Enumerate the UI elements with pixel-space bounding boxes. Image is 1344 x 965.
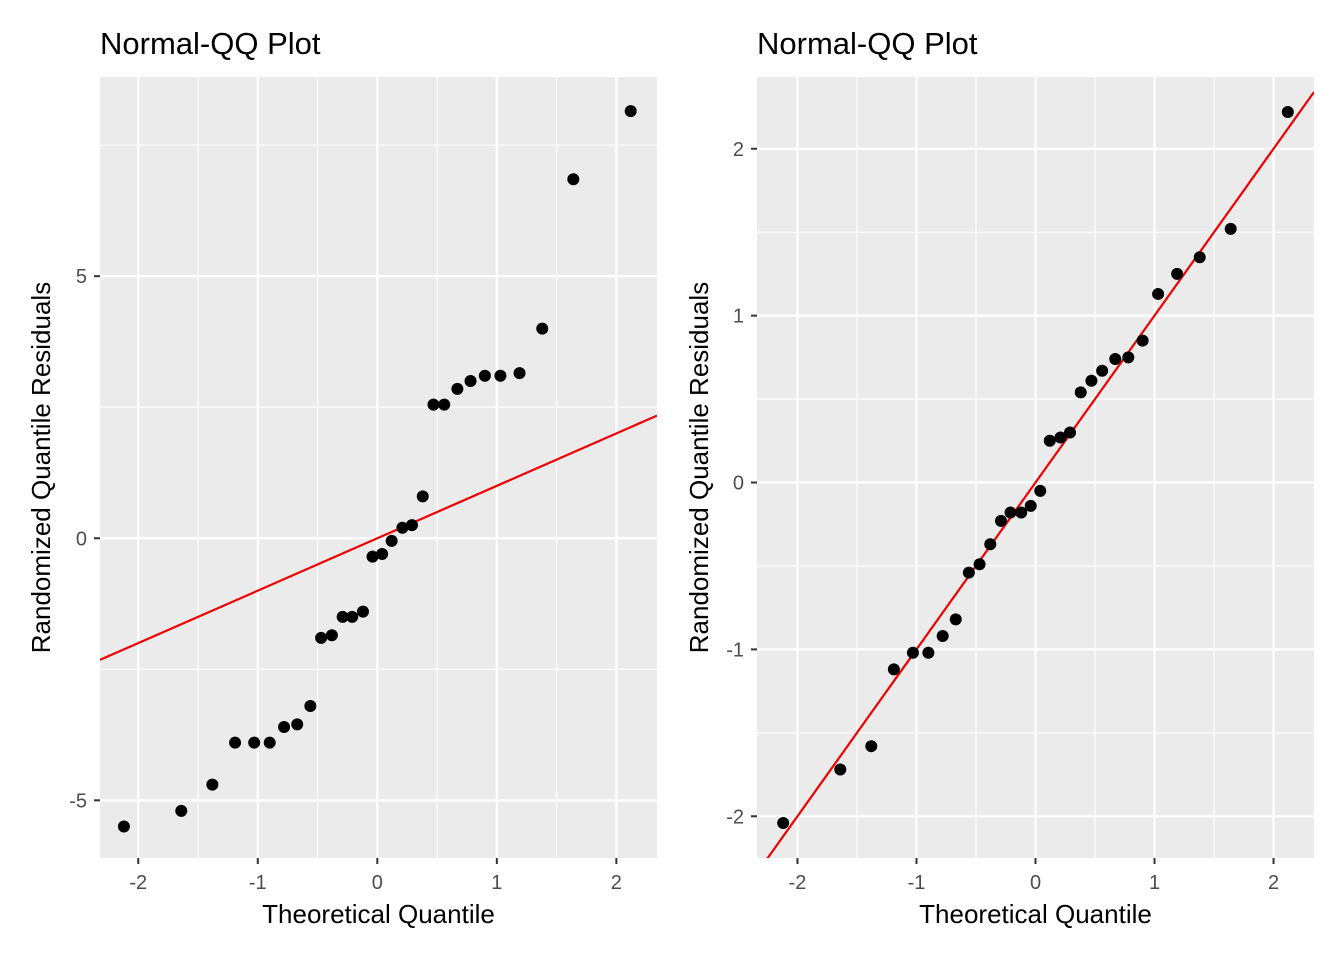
data-point [984, 538, 997, 551]
reference-line [766, 91, 1314, 858]
y-tick-label: 0 [733, 473, 744, 495]
data-point [1281, 106, 1294, 119]
qq-plot-right: -2 -1 0 1 2 -2 -1 0 1 2 Normal-QQ Plot Theoretical … [684, 26, 1314, 929]
data-point [949, 613, 962, 626]
x-tick-label: -1 [249, 872, 267, 894]
data-point [206, 778, 219, 791]
y-tick-label: 0 [76, 528, 87, 550]
data-point [356, 605, 369, 618]
data-point [346, 610, 359, 623]
chart-title: Normal-QQ Plot [757, 26, 978, 61]
data-point [906, 646, 919, 659]
data-point [304, 699, 317, 712]
data-point [1109, 353, 1122, 366]
data-point [536, 322, 549, 335]
data-point [1193, 251, 1206, 264]
chart-title: Normal-QQ Plot [100, 26, 321, 61]
x-tick-label: -2 [129, 872, 147, 894]
data-point [513, 367, 526, 380]
data-point [416, 490, 429, 503]
data-point [922, 646, 935, 659]
x-axis-title: Theoretical Quantile [919, 899, 1152, 929]
y-tick-label: -5 [69, 790, 87, 812]
data-point [834, 763, 847, 776]
data-point [962, 566, 975, 579]
data-point [994, 514, 1007, 527]
data-point [1064, 426, 1077, 439]
data-point [1034, 484, 1047, 497]
x-tick-label: 2 [611, 872, 622, 894]
qq-plot-left: -2 -1 0 1 2 -5 0 5 Normal-QQ Plot Theoretical Qua… [26, 26, 657, 929]
data-point [478, 369, 491, 382]
x-tick-label: 1 [491, 872, 502, 894]
data-point [1074, 386, 1087, 399]
y-axis-title: Randomized Quantile Residuals [684, 282, 714, 653]
data-point [117, 820, 130, 833]
data-point [1152, 287, 1165, 300]
data-point [1171, 267, 1184, 280]
x-tick-label: 0 [372, 872, 383, 894]
data-point [451, 382, 464, 395]
reference-line [100, 414, 657, 661]
data-point [1096, 364, 1109, 377]
y-tick-label: 1 [733, 306, 744, 328]
data-point [291, 718, 304, 731]
data-point [438, 398, 451, 411]
data-point [1004, 506, 1017, 519]
data-point [385, 534, 398, 547]
y-axis-title: Randomized Quantile Residuals [26, 282, 56, 653]
x-tick-label: 0 [1030, 872, 1041, 894]
y-tick-label: 2 [733, 139, 744, 161]
data-point [887, 663, 900, 676]
data-point [865, 740, 878, 753]
data-point [1136, 334, 1149, 347]
x-tick-label: 1 [1149, 872, 1160, 894]
data-point [1085, 374, 1098, 387]
data-point [248, 736, 261, 749]
data-point [1054, 431, 1067, 444]
data-point [278, 720, 291, 733]
y-tick-label: -2 [726, 806, 744, 828]
data-point [464, 375, 477, 388]
data-point [336, 610, 349, 623]
data-point [1015, 506, 1028, 519]
x-tick-label: 2 [1268, 872, 1279, 894]
data-point [175, 804, 188, 817]
y-tick-label: 5 [76, 266, 87, 288]
data-point [366, 550, 379, 563]
data-point [1024, 499, 1037, 512]
x-tick-label: -1 [908, 872, 926, 894]
data-point [405, 519, 418, 532]
data-point [1122, 351, 1135, 364]
data-point [263, 736, 276, 749]
x-axis-title: Theoretical Quantile [262, 899, 495, 929]
data-point [494, 369, 507, 382]
data-point [376, 547, 389, 560]
data-point [315, 631, 328, 644]
data-point [325, 629, 338, 642]
data-point [936, 630, 949, 643]
data-point [567, 173, 580, 186]
data-point [1224, 222, 1237, 235]
data-point [229, 736, 242, 749]
y-tick-label: -1 [726, 639, 744, 661]
data-point [777, 816, 790, 829]
data-point [427, 398, 440, 411]
data-point [973, 558, 986, 571]
data-point [396, 521, 409, 534]
data-point [624, 105, 637, 118]
x-tick-label: -2 [789, 872, 807, 894]
panel-background [100, 77, 657, 858]
data-point [1043, 434, 1056, 447]
